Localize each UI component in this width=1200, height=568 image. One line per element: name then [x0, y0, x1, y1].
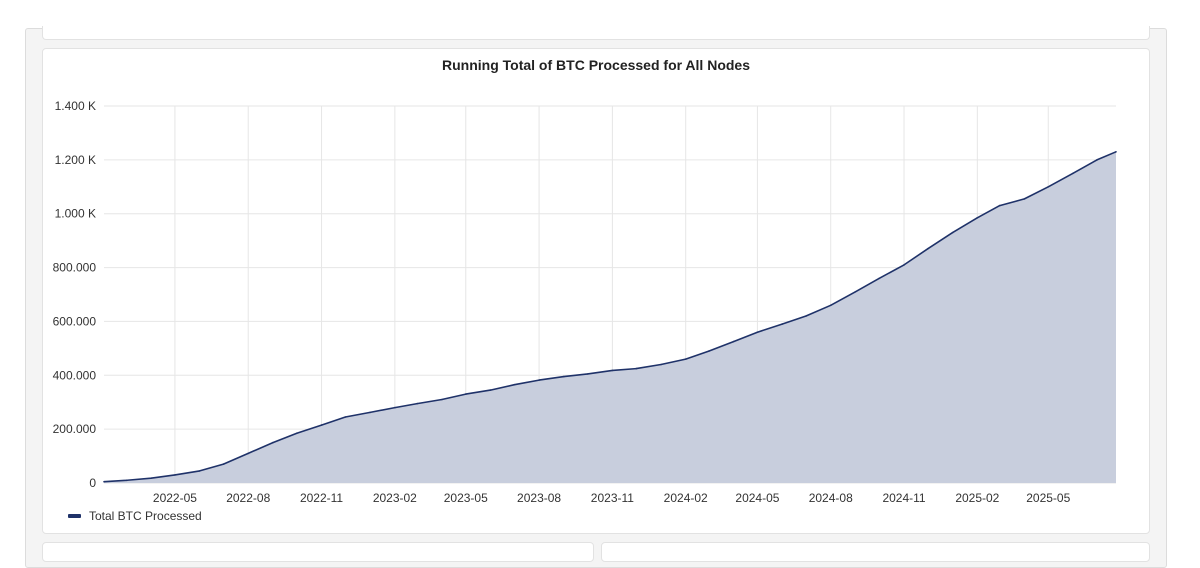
chart-svg: 0 200.000 400.000 600.000 800.000 1.000 K 1.20… — [53, 99, 1117, 505]
legend-label: Total BTC Processed — [89, 509, 202, 523]
data-point[interactable] — [854, 291, 857, 293]
data-point[interactable] — [1115, 151, 1117, 153]
data-point[interactable] — [903, 264, 905, 266]
data-point[interactable] — [247, 452, 249, 455]
x-tick-label: 2023-02 — [373, 491, 417, 505]
x-axis: 2022-05 2022-08 2022-11 2023-02 2023-05 2023-… — [153, 491, 1071, 505]
data-point[interactable] — [927, 247, 929, 250]
data-point[interactable] — [732, 340, 735, 343]
data-point[interactable] — [611, 369, 614, 372]
data-point[interactable] — [951, 231, 954, 234]
data-point[interactable] — [829, 304, 832, 307]
legend[interactable]: Total BTC Processed — [68, 509, 202, 523]
data-point[interactable] — [344, 416, 347, 418]
data-point[interactable] — [684, 358, 687, 360]
data-point[interactable] — [272, 441, 274, 444]
data-point[interactable] — [198, 470, 201, 472]
x-tick-label: 2024-08 — [809, 491, 853, 505]
y-tick-label: 800.000 — [53, 261, 97, 275]
data-point[interactable] — [222, 463, 225, 465]
data-point[interactable] — [150, 477, 152, 480]
data-point[interactable] — [756, 331, 759, 334]
x-tick-label: 2024-11 — [882, 491, 925, 505]
data-point[interactable] — [416, 402, 419, 405]
y-tick-label: 0 — [89, 476, 96, 490]
data-point[interactable] — [635, 367, 638, 370]
data-point[interactable] — [660, 363, 662, 366]
data-point[interactable] — [489, 389, 492, 391]
data-point[interactable] — [125, 479, 128, 482]
legend-swatch — [68, 514, 81, 518]
data-point[interactable] — [708, 350, 710, 352]
data-point[interactable] — [513, 383, 516, 386]
data-point[interactable] — [441, 398, 443, 401]
chart-title: Running Total of BTC Processed for All N… — [441, 57, 750, 73]
data-point[interactable] — [320, 424, 323, 426]
data-point[interactable] — [1023, 198, 1026, 200]
data-point[interactable] — [394, 406, 396, 409]
x-tick-label: 2025-05 — [1026, 491, 1070, 505]
y-tick-label: 1.000 K — [55, 207, 96, 221]
y-axis: 0 200.000 400.000 600.000 800.000 1.000 K 1.20… — [53, 99, 97, 490]
data-point[interactable] — [174, 474, 176, 476]
data-point[interactable] — [1047, 186, 1050, 188]
data-point[interactable] — [805, 315, 807, 317]
data-point[interactable] — [1096, 159, 1098, 161]
x-tick-label: 2024-05 — [735, 491, 779, 505]
x-tick-label: 2022-08 — [226, 491, 270, 505]
x-tick-label: 2025-02 — [955, 491, 999, 505]
top-card — [42, 26, 1150, 40]
x-tick-label: 2024-02 — [664, 491, 708, 505]
data-point[interactable] — [369, 411, 371, 414]
data-point[interactable] — [998, 204, 1001, 207]
series-area — [104, 151, 1116, 484]
data-point[interactable] — [538, 379, 540, 381]
y-tick-label: 200.000 — [53, 422, 97, 436]
data-point[interactable] — [1072, 172, 1074, 175]
data-point[interactable] — [586, 373, 589, 375]
x-tick-label: 2023-05 — [444, 491, 488, 505]
data-point[interactable] — [563, 375, 565, 378]
data-point[interactable] — [976, 217, 979, 219]
y-tick-label: 1.400 K — [55, 99, 96, 113]
series-layer — [103, 151, 1117, 484]
y-tick-label: 600.000 — [53, 314, 97, 328]
y-tick-label: 400.000 — [53, 368, 97, 382]
data-point[interactable] — [878, 277, 881, 280]
x-tick-label: 2022-05 — [153, 491, 197, 505]
data-point[interactable] — [296, 432, 298, 435]
y-tick-label: 1.200 K — [55, 153, 96, 167]
x-tick-label: 2023-08 — [517, 491, 561, 505]
data-point[interactable] — [103, 480, 105, 483]
data-point[interactable] — [465, 393, 467, 395]
x-tick-label: 2022-11 — [300, 491, 343, 505]
x-tick-label: 2023-11 — [591, 491, 634, 505]
data-point[interactable] — [781, 323, 783, 325]
